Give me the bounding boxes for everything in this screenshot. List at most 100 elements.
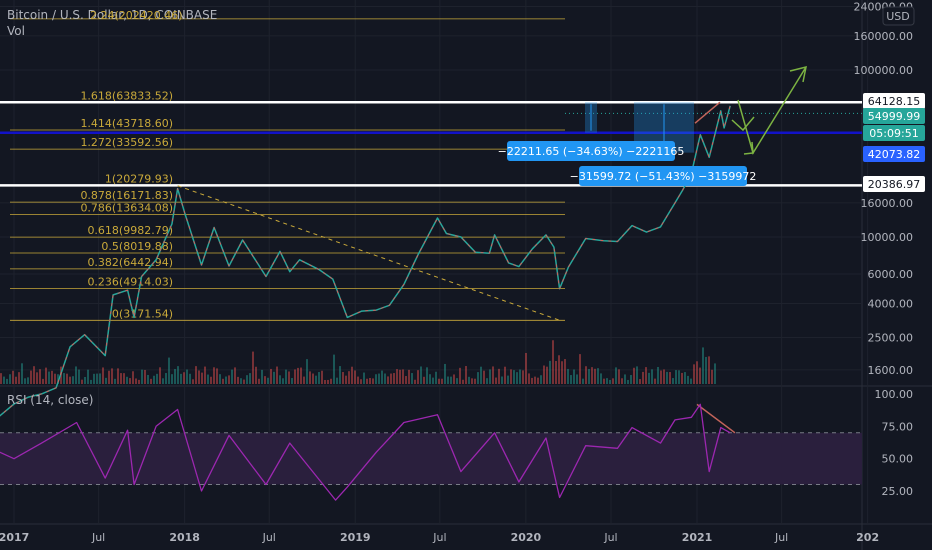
fib-level-label: 0.878(16171.83) [80, 189, 173, 202]
volume-bar [30, 370, 32, 384]
volume-bar [573, 369, 575, 384]
volume-bar [288, 371, 290, 384]
volume-bar [96, 373, 98, 384]
volume-bar [444, 363, 446, 384]
volume-bar [318, 372, 320, 384]
fib-level-label: 0.786(13634.08) [80, 202, 173, 215]
volume-label: Vol [7, 24, 25, 38]
volume-bar [234, 367, 236, 384]
volume-bar [624, 374, 626, 384]
volume-bar [21, 363, 23, 384]
volume-bar [429, 374, 431, 384]
volume-bar [510, 369, 512, 384]
volume-bar [639, 379, 641, 384]
fib-trend-line[interactable] [177, 185, 560, 321]
volume-bar [213, 367, 215, 384]
volume-bar [393, 373, 395, 384]
volume-bar [57, 374, 59, 384]
price-trendline[interactable] [694, 101, 721, 124]
volume-bar [492, 366, 494, 384]
price-badge [863, 146, 925, 162]
volume-bar [516, 372, 518, 384]
volume-bar [156, 373, 158, 384]
volume-bar [267, 377, 269, 384]
volume-bar [630, 375, 632, 384]
arrow-head-icon [731, 116, 755, 132]
volume-bar [312, 373, 314, 384]
volume-bar [363, 372, 365, 384]
volume-bar [147, 374, 149, 384]
volume-bar [678, 370, 680, 384]
volume-bar [474, 378, 476, 384]
fib-level-label: 1.618(63833.52) [80, 90, 173, 103]
volume-bar [87, 369, 89, 384]
volume-bar [3, 376, 5, 384]
fib-level-label: 1.414(43718.60) [80, 117, 173, 130]
rsi-series [0, 403, 731, 501]
volume-bar [495, 377, 497, 384]
volume-bar [54, 373, 56, 384]
price-series [0, 105, 731, 417]
fibonacci-levels[interactable]: 1.618(63833.52) 1.414(43718.60) 1.272(3359… [10, 18, 565, 321]
volume-bar [672, 378, 674, 384]
volume-bar [399, 369, 401, 384]
volume-bar [585, 366, 587, 384]
volume-bar [120, 373, 122, 384]
volume-bar [66, 373, 68, 384]
measurements[interactable]: −22211.65 (−34.63%) −2221165 −31599.72 (−… [498, 102, 757, 186]
measure-label-box [579, 166, 747, 186]
volume-bar [351, 366, 353, 384]
price-badge-label: 05:09:51 [869, 127, 918, 140]
volume-bar [657, 366, 659, 384]
volume-bar [609, 379, 611, 384]
volume-bar [216, 368, 218, 384]
volume-bar [204, 366, 206, 384]
volume-bar [111, 368, 113, 384]
volume-bar [198, 370, 200, 384]
volume-bar [303, 376, 305, 384]
price-tick-label: 160000.00 [854, 30, 914, 43]
volume-bar [498, 368, 500, 384]
volume-bar [171, 374, 173, 384]
volume-bar [354, 370, 356, 384]
time-tick-label: 202 [856, 531, 879, 544]
time-tick-label: 2020 [511, 531, 542, 544]
volume-bar [627, 379, 629, 384]
volume-bar [387, 376, 389, 384]
volume-bar [366, 378, 368, 384]
volume-bar [636, 366, 638, 384]
volume-bar [75, 366, 77, 384]
volume-bar [663, 369, 665, 384]
volume-bar [681, 372, 683, 384]
volume-bar [561, 361, 563, 384]
volume-bar [684, 372, 686, 384]
price-tick-label: 100000.00 [854, 64, 914, 77]
time-tick-label: Jul [603, 531, 617, 544]
price-badge-label: 42073.82 [868, 148, 921, 161]
rsi-trendline[interactable] [696, 403, 736, 434]
volume-bar [690, 378, 692, 384]
volume-bar [597, 368, 599, 384]
rsi-tick-label: 50.00 [882, 453, 914, 466]
volume-bar [24, 378, 26, 384]
volume-bar [48, 371, 50, 384]
currency-label: USD [886, 10, 910, 23]
volume-bar [252, 351, 254, 384]
volume-bar [618, 369, 620, 384]
volume-bar [105, 377, 107, 384]
volume-bar [207, 374, 209, 384]
price-badge [863, 176, 925, 192]
volume-bar [348, 371, 350, 384]
volume-bar [600, 373, 602, 384]
volume-bar [582, 378, 584, 384]
volume-bar [69, 376, 71, 384]
volume-bar [504, 366, 506, 384]
currency-badge[interactable] [882, 6, 915, 26]
volume-bar [459, 367, 461, 384]
volume-bar [699, 367, 701, 384]
drawings[interactable] [177, 65, 807, 434]
volume-bar [456, 378, 458, 384]
volume-bar [18, 372, 20, 384]
